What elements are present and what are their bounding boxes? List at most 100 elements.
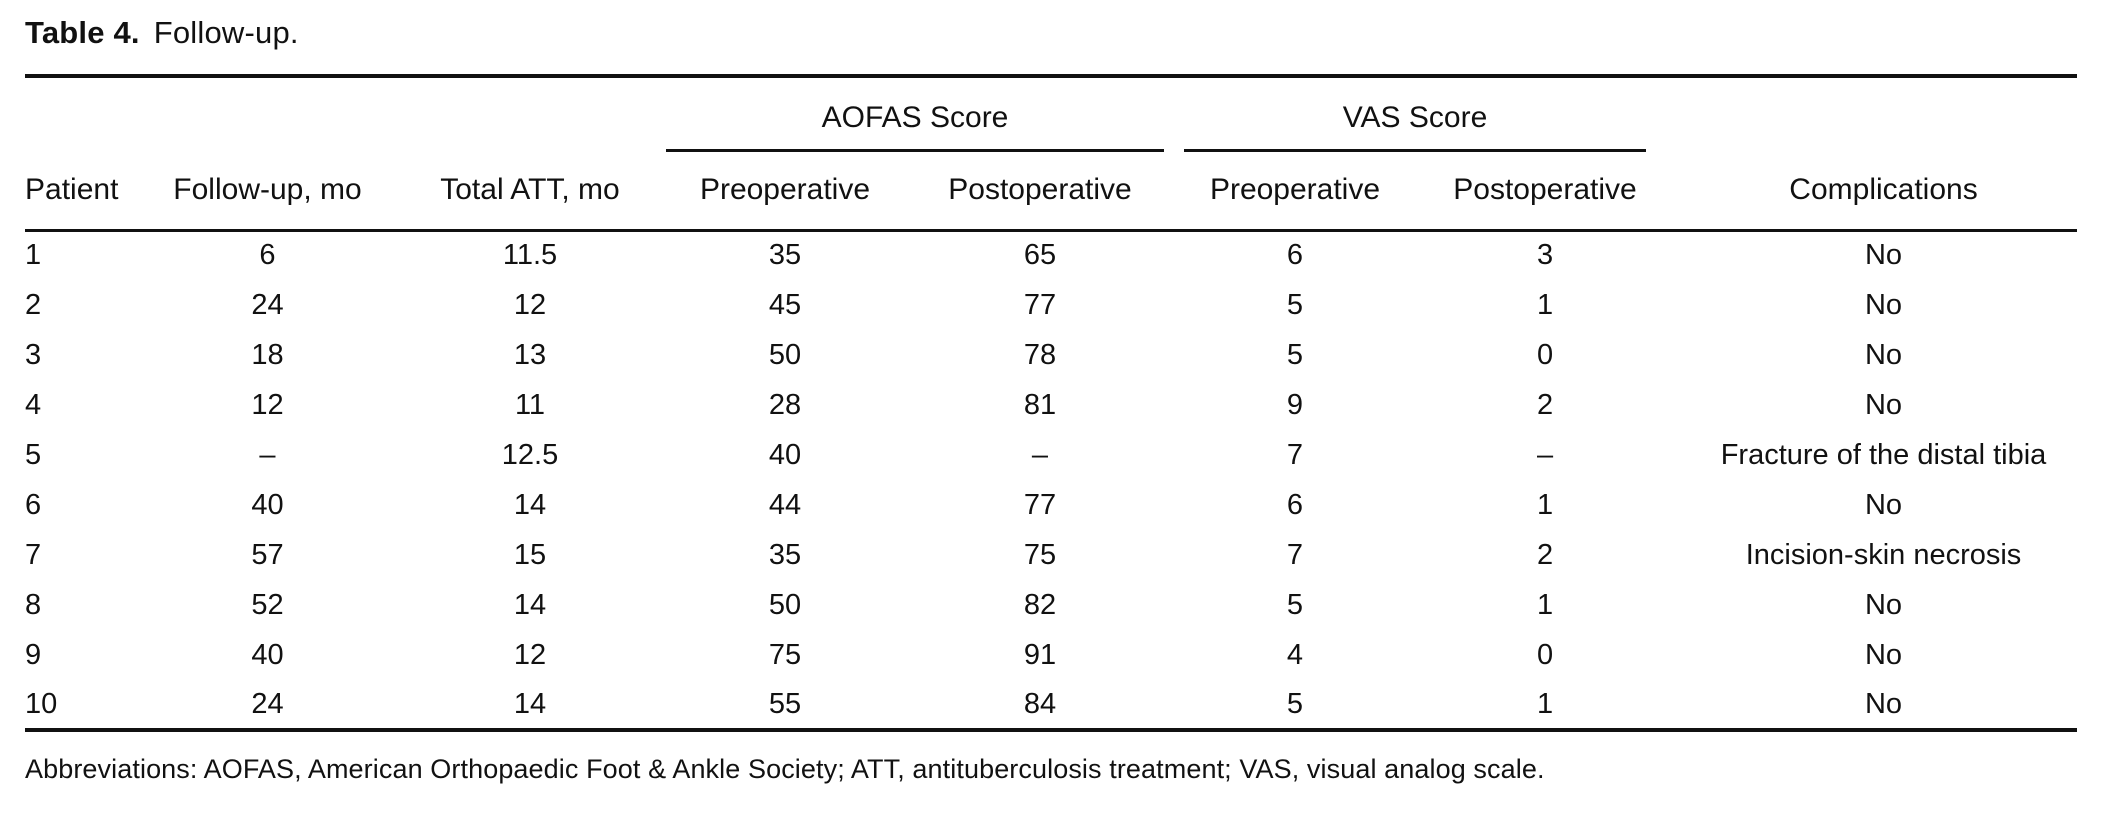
table-cell: 1 — [25, 239, 42, 272]
table-cell: 5 — [1286, 338, 1304, 371]
table-cell: 1 — [1536, 687, 1554, 720]
table-cell: No — [1864, 288, 1903, 321]
table-row: 10 24 14 55 84 5 1 No — [25, 680, 2077, 730]
table-cell: 6 — [1286, 488, 1304, 521]
table-cell: 45 — [768, 288, 802, 321]
table-cell: 5 — [1286, 687, 1304, 720]
table-cell: 14 — [513, 588, 547, 621]
table-row: 3 18 13 50 78 5 0 No — [25, 330, 2077, 380]
table-cell: No — [1864, 687, 1903, 720]
table-cell: 7 — [1286, 538, 1304, 571]
table-cell: 44 — [768, 488, 802, 521]
followup-table: AOFAS Score VAS Score Patient Follow-up,… — [25, 74, 2078, 732]
table-cell: Fracture of the distal tibia — [1720, 438, 2047, 471]
vas-score-group: VAS Score — [1184, 76, 1690, 152]
table-cell: 5 — [1286, 288, 1304, 321]
table-cell: 12 — [513, 638, 547, 671]
table-cell: – — [259, 438, 276, 471]
table-cell: 24 — [251, 687, 284, 720]
table-cell: 91 — [1023, 638, 1057, 671]
spanner-row: AOFAS Score VAS Score — [25, 76, 2077, 152]
abbreviations-footnote: Abbreviations: AOFAS, American Orthopaed… — [25, 754, 1545, 784]
table-row: 8 52 14 50 82 5 1 No — [25, 580, 2077, 630]
table-title: Table 4. Follow-up. — [25, 14, 2077, 52]
table-row: 9 40 12 75 91 4 0 No — [25, 630, 2077, 680]
table-row: 1 6 11.5 35 65 6 3 No — [25, 230, 2077, 280]
table-cell: 15 — [513, 538, 547, 571]
table-cell: 40 — [251, 638, 284, 671]
table-cell: 2 — [25, 288, 42, 321]
col-header-vas-postop: Postoperative — [1400, 152, 1691, 232]
table-row: 6 40 14 44 77 6 1 No — [25, 480, 2077, 530]
table-cell: 24 — [251, 288, 284, 321]
table-cell: 3 — [25, 338, 42, 371]
table-cell: 55 — [768, 687, 802, 720]
table-cell: 84 — [1023, 687, 1057, 720]
table-cell: 6 — [25, 488, 42, 521]
table-cell: 5 — [25, 438, 42, 471]
table-cell: 11.5 — [502, 239, 558, 272]
col-header-total-att: Total ATT, mo — [380, 152, 680, 232]
table-cell: 18 — [251, 338, 284, 371]
table-body: 1 6 11.5 35 65 6 3 No 2 24 12 45 77 5 1 No 3 18 13 50 78 5 0 No… — [25, 230, 2077, 730]
table-cell: 35 — [768, 239, 802, 272]
aofas-score-label: AOFAS Score — [666, 101, 1164, 152]
table-cell: No — [1864, 588, 1903, 621]
table-cell: 52 — [251, 588, 284, 621]
vas-score-label: VAS Score — [1184, 101, 1647, 152]
table-cell: 2 — [1536, 388, 1554, 421]
table-cell: 12 — [513, 288, 547, 321]
table-cell: No — [1864, 338, 1903, 371]
table-cell: 50 — [768, 338, 802, 371]
table-cell: 6 — [259, 239, 276, 272]
table-row: 4 12 11 28 81 9 2 No — [25, 380, 2077, 430]
table-header: AOFAS Score VAS Score Patient Follow-up,… — [25, 76, 2078, 232]
table-cell: 9 — [1286, 388, 1304, 421]
table-cell: 75 — [768, 638, 802, 671]
spanner-spacer-left — [25, 76, 680, 152]
table-cell: Incision-skin necrosis — [1745, 538, 2022, 571]
table-cell: 2 — [1536, 538, 1554, 571]
spanner-spacer-right — [1690, 76, 2077, 152]
table-cell: 35 — [768, 538, 802, 571]
table-cell: 77 — [1023, 488, 1057, 521]
table-cell: 1 — [1536, 488, 1554, 521]
table-cell: No — [1864, 488, 1903, 521]
table-cell: 40 — [251, 488, 284, 521]
table-row: 7 57 15 35 75 7 2 Incision-skin necrosis — [25, 530, 2077, 580]
table-row: 5 – 12.5 40 – 7 – Fracture of the distal tibia — [25, 430, 2077, 480]
table-cell: 4 — [25, 388, 42, 421]
table-cell: 5 — [1286, 588, 1304, 621]
table-cell: No — [1864, 638, 1903, 671]
table-cell: 14 — [513, 687, 547, 720]
table-cell: 6 — [1286, 239, 1304, 272]
aofas-score-group: AOFAS Score — [666, 76, 1190, 152]
table-cell: 57 — [251, 538, 284, 571]
table-caption: Follow-up. — [153, 15, 299, 50]
table-cell: 9 — [25, 638, 42, 671]
table-cell: 75 — [1023, 538, 1057, 571]
table-cell: – — [1536, 438, 1554, 471]
table-cell: 1 — [1536, 588, 1554, 621]
table-cell: 14 — [513, 488, 547, 521]
table-cell: 8 — [25, 588, 42, 621]
table-cell: 0 — [1536, 338, 1554, 371]
col-header-aofas-preop: Preoperative — [680, 152, 890, 232]
col-header-complications: Complications — [1690, 152, 2078, 232]
table-cell: 11 — [514, 388, 546, 421]
table-cell: 1 — [1536, 288, 1554, 321]
table-cell: 10 — [25, 687, 58, 720]
table-number-label: Table 4. — [25, 15, 140, 50]
col-header-aofas-postop: Postoperative — [890, 152, 1190, 232]
table-cell: 40 — [768, 438, 802, 471]
table-cell: 13 — [513, 338, 547, 371]
table-row: 2 24 12 45 77 5 1 No — [25, 280, 2077, 330]
table-cell: 81 — [1023, 388, 1057, 421]
col-header-patient: Patient — [25, 152, 155, 232]
table-cell: 7 — [25, 538, 42, 571]
table-cell: 12 — [251, 388, 284, 421]
table-cell: 4 — [1286, 638, 1304, 671]
table-cell: 50 — [768, 588, 802, 621]
col-header-vas-preop: Preoperative — [1190, 152, 1400, 232]
